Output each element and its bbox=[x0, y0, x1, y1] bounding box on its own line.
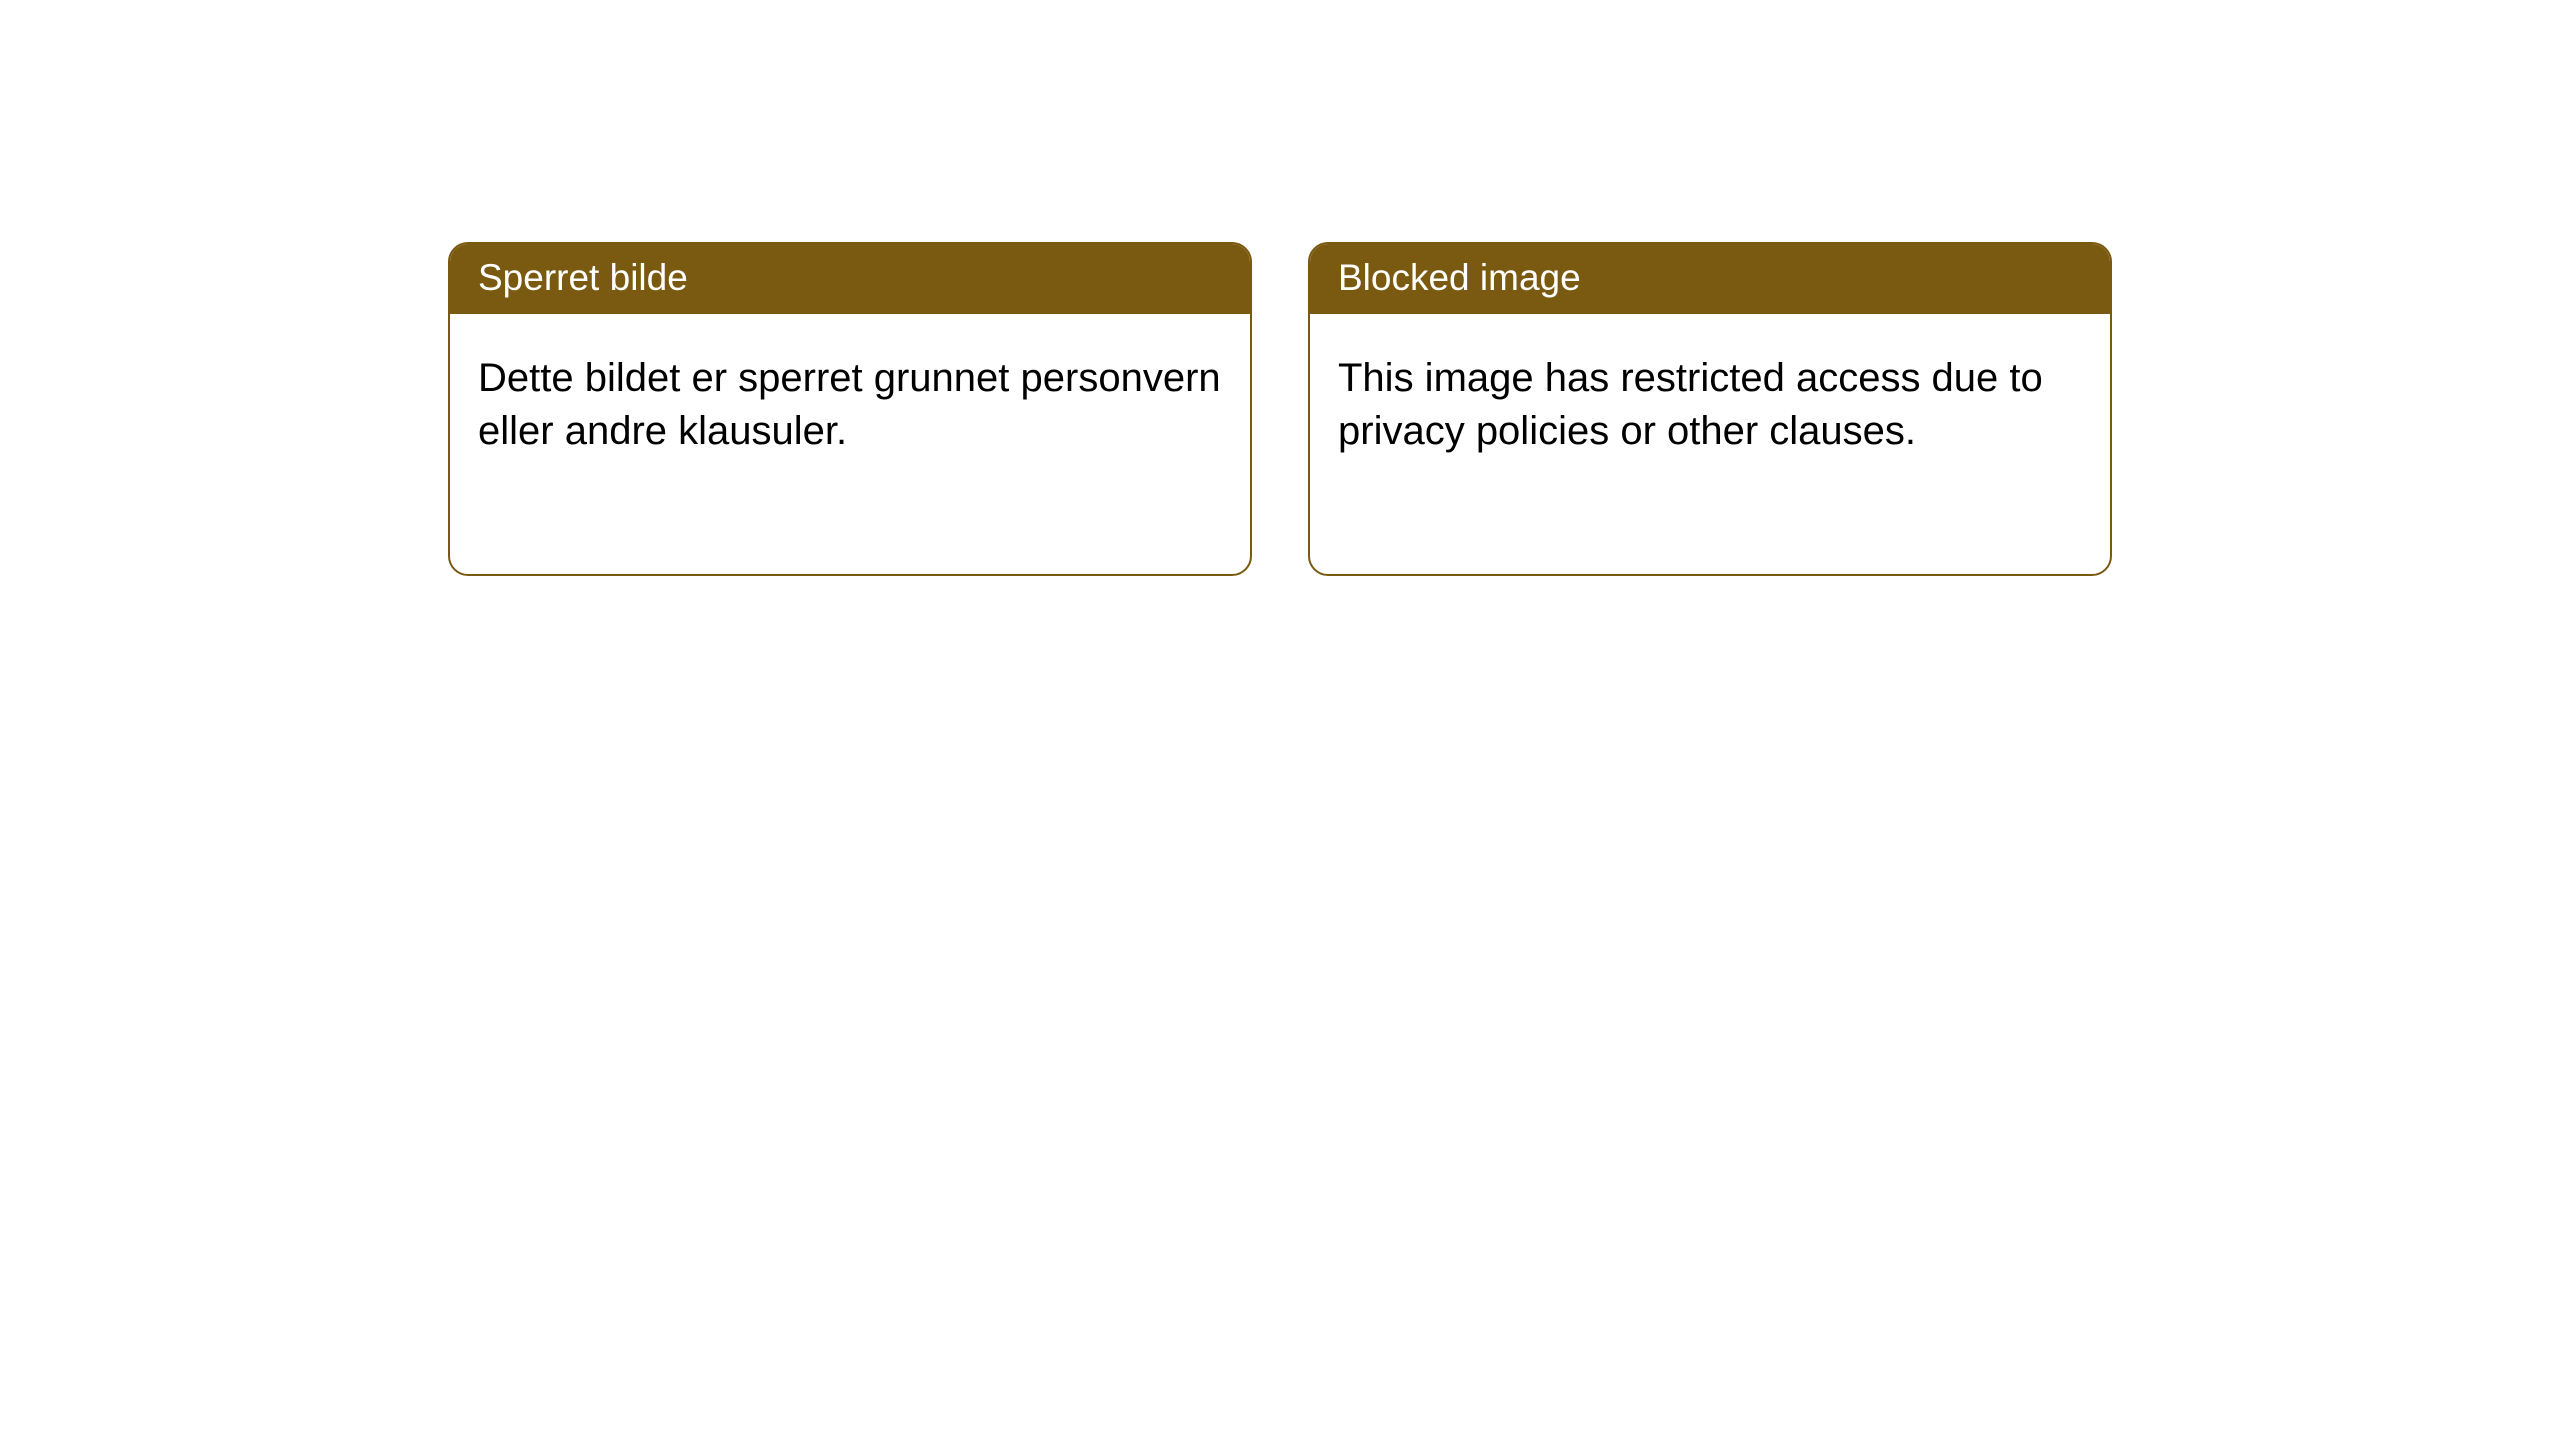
notice-card-body: Dette bildet er sperret grunnet personve… bbox=[450, 314, 1250, 486]
notice-card-title: Sperret bilde bbox=[450, 244, 1250, 314]
notice-card-english: Blocked image This image has restricted … bbox=[1308, 242, 2112, 576]
notice-card-body: This image has restricted access due to … bbox=[1310, 314, 2110, 486]
notice-container: Sperret bilde Dette bildet er sperret gr… bbox=[0, 0, 2560, 576]
notice-card-title: Blocked image bbox=[1310, 244, 2110, 314]
notice-card-norwegian: Sperret bilde Dette bildet er sperret gr… bbox=[448, 242, 1252, 576]
